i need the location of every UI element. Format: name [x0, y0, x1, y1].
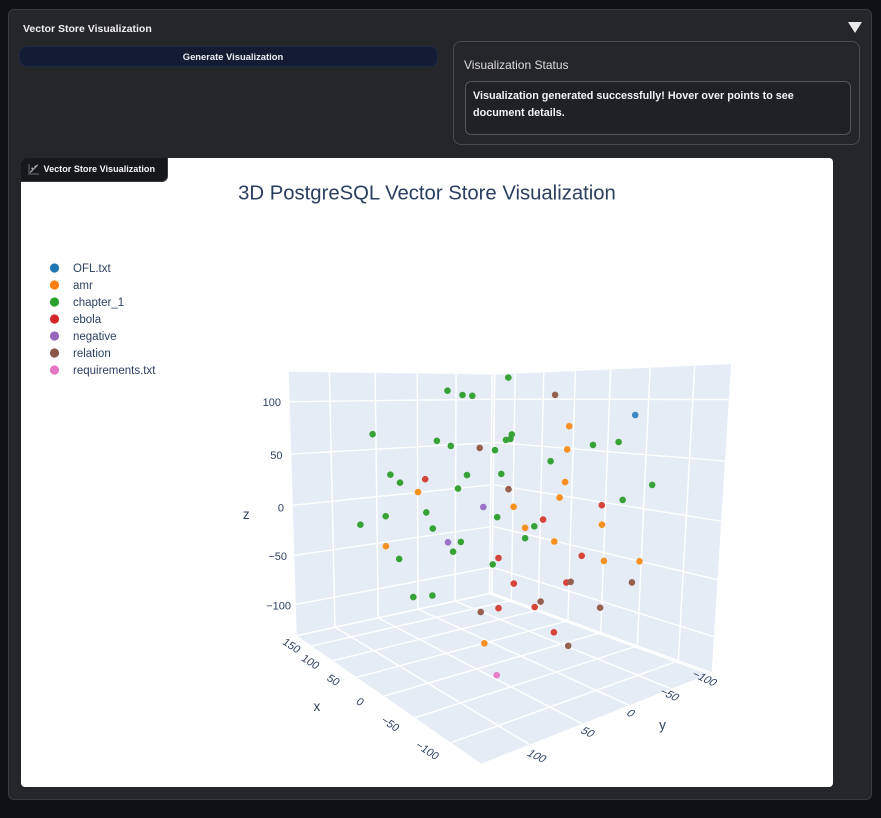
- svg-text:3D PostgreSQL Vector Store Vis: 3D PostgreSQL Vector Store Visualization: [238, 183, 616, 205]
- svg-text:−100: −100: [266, 600, 291, 612]
- svg-text:relation: relation: [73, 348, 111, 360]
- svg-text:ebola: ebola: [73, 314, 102, 326]
- svg-text:0: 0: [278, 502, 284, 514]
- svg-text:100: 100: [524, 748, 549, 765]
- svg-text:150: 150: [280, 637, 303, 656]
- svg-text:x: x: [314, 699, 321, 714]
- svg-text:−50: −50: [268, 551, 287, 563]
- svg-text:negative: negative: [73, 331, 116, 343]
- svg-text:0: 0: [353, 696, 366, 709]
- svg-text:y: y: [659, 717, 666, 732]
- svg-text:−100: −100: [689, 669, 720, 688]
- svg-text:0: 0: [623, 708, 637, 720]
- svg-text:−100: −100: [413, 740, 441, 763]
- svg-text:100: 100: [263, 397, 281, 409]
- svg-text:amr: amr: [73, 280, 93, 292]
- svg-text:OFL.txt: OFL.txt: [73, 263, 112, 275]
- svg-text:chapter_1: chapter_1: [73, 297, 124, 309]
- svg-text:−50: −50: [378, 715, 401, 735]
- svg-text:z: z: [243, 507, 250, 522]
- svg-text:50: 50: [578, 726, 597, 740]
- svg-text:100: 100: [299, 653, 322, 672]
- svg-text:requirements.txt: requirements.txt: [73, 365, 156, 377]
- svg-text:50: 50: [270, 450, 282, 462]
- svg-text:50: 50: [324, 673, 342, 689]
